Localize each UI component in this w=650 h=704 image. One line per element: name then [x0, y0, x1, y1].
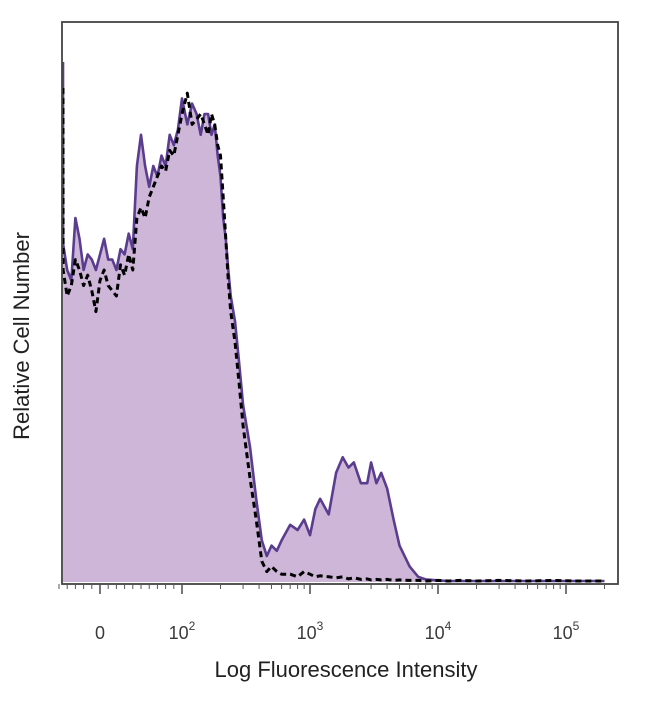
x-axis-title: Log Fluorescence Intensity [215, 657, 478, 682]
x-tick-label: 104 [425, 619, 452, 643]
x-tick-label: 102 [169, 619, 196, 643]
x-tick-label: 103 [297, 619, 324, 643]
x-tick-label: 0 [95, 623, 105, 643]
plot-frame [61, 21, 619, 585]
x-tick-label: 105 [553, 619, 580, 643]
stained-histogram-fill [63, 62, 605, 582]
y-axis-title: Relative Cell Number [9, 232, 34, 440]
control-histogram-line [61, 87, 605, 583]
x-axis-ticks: 0 102 103 104 105 [58, 584, 606, 643]
series-layer [61, 61, 605, 583]
